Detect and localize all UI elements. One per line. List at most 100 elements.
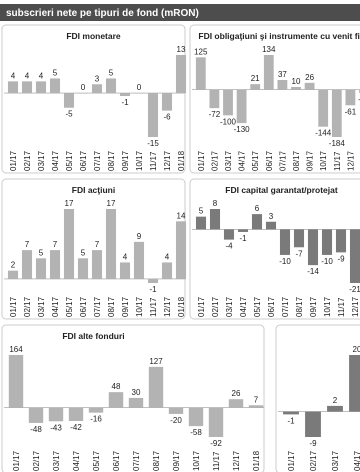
bar (105, 209, 117, 279)
bar (331, 89, 342, 137)
x-tick-label: 04/17 (51, 296, 60, 317)
x-tick-label: 10/17 (319, 150, 328, 171)
bar (209, 89, 220, 109)
bar (48, 407, 64, 422)
value-label: -144 (315, 129, 332, 138)
bar (318, 89, 329, 127)
value-label: 3 (95, 74, 100, 83)
x-tick-label: 12/17 (163, 150, 172, 171)
value-label: -61 (345, 107, 357, 116)
x-tick-label: 12/17 (232, 450, 241, 471)
bar (7, 81, 19, 94)
bar (209, 209, 221, 230)
x-tick-label: 01/17 (9, 150, 18, 171)
value-label: -16 (90, 415, 102, 424)
x-tick-label: 02/17 (210, 150, 219, 171)
value-label: -1 (149, 285, 157, 294)
bar (335, 229, 347, 253)
panel-frame (189, 24, 360, 174)
x-tick-label: 06/17 (79, 296, 88, 317)
bar (77, 93, 89, 94)
value-label: 4 (25, 71, 30, 80)
bar (21, 81, 33, 94)
value-label: 21 (251, 74, 260, 83)
value-label: -10 (279, 257, 291, 266)
bar (133, 241, 145, 279)
x-tick-label: 06/17 (267, 296, 276, 317)
bar (236, 89, 247, 124)
value-label: 17 (107, 199, 116, 208)
value-label: 7 (25, 240, 30, 249)
bar (35, 258, 47, 279)
value-label: 4 (11, 71, 16, 80)
x-tick-label: 12/17 (346, 150, 355, 171)
bar (349, 229, 360, 283)
value-label: 2 (11, 261, 16, 270)
value-label: 3 (269, 212, 274, 221)
header-title: subscrieri nete pe tipuri de fond (mRON) (6, 8, 199, 19)
bar (91, 84, 103, 94)
value-label: -20 (170, 416, 182, 425)
bar (175, 221, 187, 279)
value-label: 13 (177, 45, 186, 54)
header-bar (0, 4, 360, 21)
bar (250, 84, 261, 90)
value-label: 14 (177, 211, 186, 220)
bar (223, 229, 235, 240)
x-tick-label: 07/17 (281, 296, 290, 317)
panel: -1 -9 2 20 01/17 02/17 03/17 04/17 (275, 324, 360, 472)
bar (8, 355, 24, 408)
bar (263, 55, 274, 90)
bar (327, 405, 343, 412)
x-tick-label: 05/17 (253, 296, 262, 317)
value-label: -1 (239, 234, 247, 243)
x-tick-label: 06/17 (112, 450, 121, 471)
bar (88, 407, 104, 413)
x-tick-label: 09/17 (121, 296, 130, 317)
x-tick-label: 10/17 (323, 296, 332, 317)
panel-title: FDI obligaţiuni şi instrumente cu venit … (198, 31, 360, 41)
bar (349, 355, 360, 412)
value-label: -48 (30, 425, 42, 434)
value-label: 5 (39, 248, 44, 257)
value-label: 7 (53, 240, 58, 249)
x-tick-label: 01/17 (287, 450, 296, 471)
value-label: 134 (262, 45, 276, 54)
x-tick-label: 12/17 (163, 296, 172, 317)
value-label: 4 (123, 252, 128, 261)
x-tick-label: 11/17 (212, 451, 221, 471)
value-label: 127 (149, 357, 163, 366)
value-label: 10 (292, 77, 301, 86)
x-tick-label: 01/17 (12, 450, 21, 471)
value-label: -1 (287, 416, 295, 425)
x-tick-label: 01/17 (197, 296, 206, 317)
value-label: 5 (109, 68, 114, 77)
value-label: 26 (305, 73, 314, 82)
bar (28, 407, 44, 423)
bar (77, 258, 89, 279)
value-label: 5 (53, 68, 58, 77)
bar (105, 78, 117, 94)
bar (188, 407, 204, 427)
value-label: 6 (255, 204, 260, 213)
panel-frame (189, 178, 360, 320)
value-label: -184 (329, 139, 346, 148)
panel-frame (1, 324, 265, 472)
value-label: -5 (65, 110, 73, 119)
bar (91, 250, 103, 279)
x-tick-label: 04/17 (51, 150, 60, 171)
x-tick-label: 10/17 (135, 296, 144, 317)
bar (195, 57, 206, 90)
x-tick-label: 07/17 (132, 450, 141, 471)
x-tick-label: 04/17 (353, 450, 360, 471)
bar (321, 229, 333, 255)
bar (108, 392, 124, 408)
value-label: 26 (232, 389, 241, 398)
value-label: 2 (333, 396, 338, 405)
x-tick-label: 03/17 (37, 296, 46, 317)
x-tick-label: 02/17 (32, 450, 41, 471)
x-tick-label: 08/17 (295, 296, 304, 317)
value-label: -15 (147, 139, 159, 148)
